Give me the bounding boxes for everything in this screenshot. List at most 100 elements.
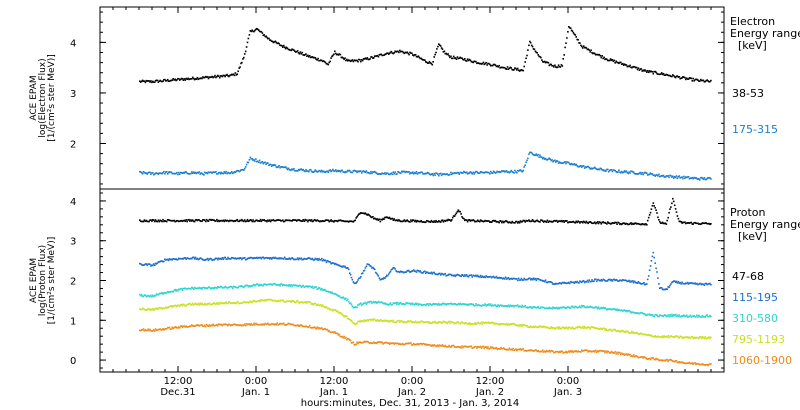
data-point (345, 170, 347, 173)
data-point (516, 69, 518, 71)
data-point (187, 303, 189, 306)
data-point (559, 351, 562, 353)
data-point (410, 219, 412, 221)
data-point (421, 304, 423, 307)
data-point (679, 315, 681, 318)
data-point (339, 219, 342, 221)
data-point (689, 337, 692, 339)
data-point (451, 173, 453, 176)
data-point (209, 288, 212, 290)
data-point (361, 59, 364, 62)
data-point (284, 324, 287, 326)
data-point (426, 62, 429, 64)
data-point (243, 301, 245, 304)
data-point (338, 219, 341, 222)
data-point (579, 351, 581, 353)
data-point (434, 221, 436, 223)
data-point (305, 258, 307, 260)
data-point (646, 219, 649, 222)
data-point (337, 264, 340, 267)
data-point (607, 278, 610, 281)
data-point (705, 282, 707, 285)
data-point (592, 222, 594, 225)
data-point (242, 301, 244, 304)
data-point (542, 325, 545, 328)
data-point (561, 306, 564, 309)
data-point (384, 53, 386, 56)
data-point (640, 173, 642, 175)
data-point (316, 59, 318, 61)
data-point (684, 221, 686, 223)
data-point (223, 256, 226, 259)
data-point (664, 176, 667, 178)
data-point (615, 353, 617, 355)
data-point (421, 58, 423, 61)
data-point (480, 171, 483, 173)
data-point (581, 166, 583, 168)
data-point (534, 349, 537, 351)
data-point (234, 302, 237, 304)
data-point (571, 326, 574, 329)
data-point (188, 257, 190, 260)
data-point (369, 172, 371, 175)
data-point (589, 327, 591, 330)
data-point (535, 326, 538, 328)
data-point (482, 171, 485, 174)
data-point (505, 349, 508, 351)
data-point (334, 293, 336, 295)
data-point (348, 220, 351, 223)
data-point (378, 277, 381, 279)
data-point (425, 344, 428, 346)
data-point (155, 308, 158, 310)
data-point (575, 326, 577, 329)
data-point (586, 221, 589, 224)
data-point (578, 350, 580, 353)
data-point (289, 285, 291, 287)
data-point (302, 258, 304, 261)
data-point (612, 222, 615, 224)
data-point (244, 166, 247, 168)
data-point (338, 333, 341, 336)
data-point (210, 324, 213, 326)
data-point (270, 323, 273, 325)
data-point (369, 215, 371, 217)
data-point (692, 177, 694, 180)
data-point (182, 219, 185, 222)
data-point (672, 315, 674, 317)
data-point (582, 305, 585, 307)
data-point (456, 346, 459, 348)
data-point (384, 172, 386, 174)
data-point (213, 259, 215, 261)
data-point (301, 258, 304, 261)
data-point (305, 325, 307, 327)
data-point (371, 267, 373, 269)
data-point (152, 81, 155, 83)
data-point (477, 62, 479, 64)
data-point (631, 281, 633, 283)
data-point (243, 56, 245, 59)
data-point (448, 219, 450, 221)
data-point (233, 323, 236, 326)
data-point (359, 303, 361, 305)
data-point (544, 61, 547, 64)
data-point (248, 257, 251, 259)
data-point (220, 258, 223, 260)
data-point (419, 270, 421, 272)
data-point (563, 306, 565, 309)
data-point (347, 338, 349, 340)
data-point (308, 170, 310, 173)
data-point (376, 341, 379, 344)
data-point (252, 30, 254, 33)
data-point (659, 175, 662, 178)
data-point (191, 257, 193, 260)
data-point (350, 276, 353, 279)
data-point (504, 170, 507, 173)
data-point (193, 258, 196, 260)
data-point (554, 307, 556, 309)
data-point (189, 220, 191, 222)
data-point (302, 219, 304, 221)
data-point (405, 342, 408, 345)
data-point (398, 343, 400, 346)
data-point (677, 76, 680, 78)
data-point (627, 280, 629, 282)
